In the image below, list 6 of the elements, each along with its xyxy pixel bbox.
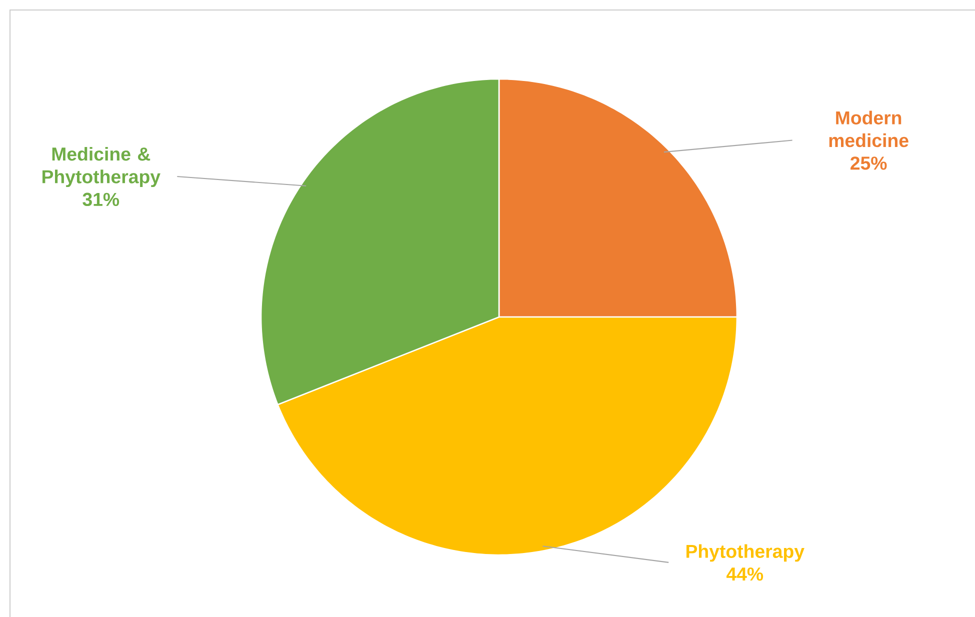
data-label: 31% (82, 192, 120, 206)
slice-label: Modern medicine (829, 110, 908, 148)
data-label: 44% (726, 567, 764, 581)
data-label: 25% (850, 156, 887, 170)
slice-label: Medicine & Phytotherapy (42, 146, 160, 188)
slice-label: Phytotherapy (686, 544, 804, 562)
